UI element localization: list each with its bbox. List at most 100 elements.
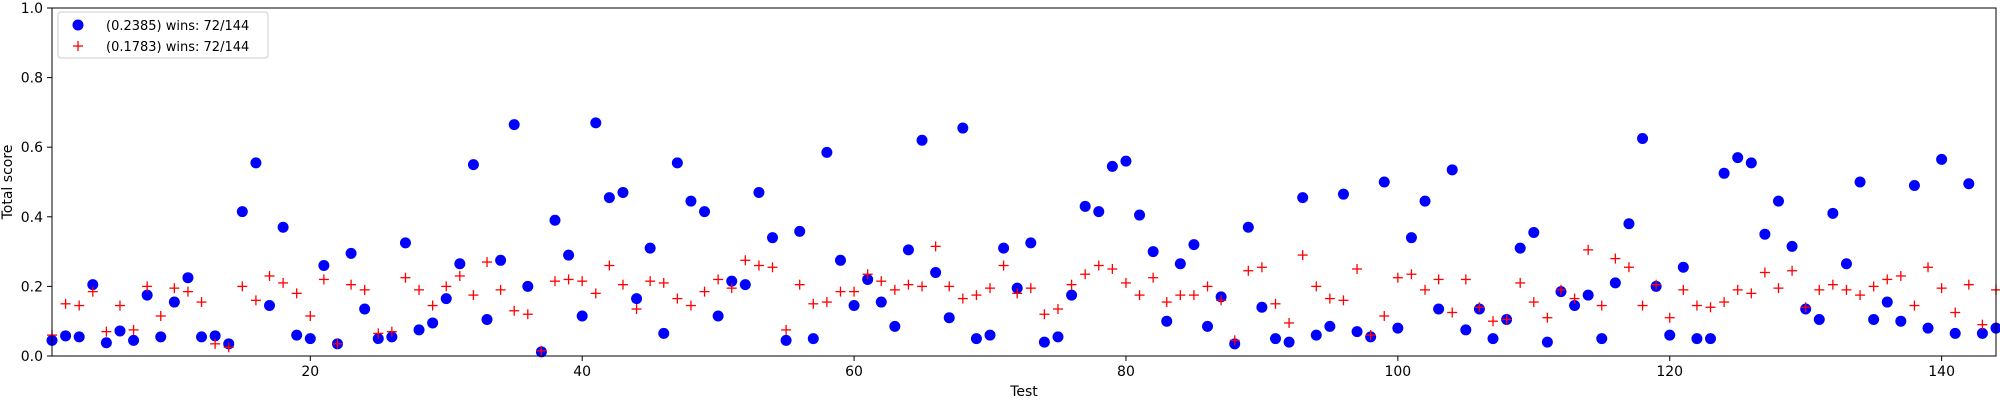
data-point	[1093, 206, 1105, 218]
data-point	[114, 300, 125, 311]
data-point	[780, 334, 792, 346]
data-point	[889, 284, 900, 295]
data-point	[495, 254, 507, 266]
data-point	[1420, 284, 1431, 295]
data-point	[1746, 288, 1757, 299]
data-point	[1909, 300, 1920, 311]
plot-background	[52, 8, 1996, 356]
data-point	[372, 333, 384, 345]
data-point	[971, 290, 982, 301]
data-point	[658, 327, 670, 339]
data-point	[1324, 293, 1335, 304]
data-point	[1202, 320, 1214, 332]
data-point	[196, 297, 207, 308]
data-point	[454, 258, 466, 270]
data-point	[1936, 153, 1948, 165]
data-point	[1923, 262, 1934, 273]
data-point	[1107, 264, 1118, 274]
data-point	[1990, 322, 2000, 334]
data-point	[1012, 288, 1023, 299]
data-point	[305, 310, 316, 321]
legend-marker-series-2	[73, 41, 83, 51]
data-point	[1868, 281, 1879, 292]
data-point	[739, 279, 751, 291]
data-point	[1759, 267, 1770, 278]
data-point	[590, 288, 601, 299]
data-point	[1460, 274, 1471, 285]
y-tick-label: 0.4	[21, 210, 43, 226]
data-point	[576, 310, 588, 322]
data-point	[114, 325, 126, 337]
data-point	[508, 119, 520, 131]
data-point	[1514, 242, 1526, 254]
y-tick-label: 0.8	[21, 71, 43, 87]
data-point	[237, 281, 248, 292]
data-point	[1841, 284, 1852, 295]
data-point	[603, 192, 615, 204]
data-point	[875, 296, 887, 308]
data-point	[902, 244, 914, 256]
series-2	[47, 241, 2000, 356]
data-point	[930, 241, 941, 252]
y-tick-label: 0.2	[21, 279, 43, 295]
data-point	[740, 255, 751, 266]
data-point	[1487, 333, 1499, 345]
data-point	[468, 290, 479, 301]
data-point	[1882, 274, 1893, 285]
data-point	[100, 337, 112, 349]
data-point	[74, 300, 85, 311]
data-point	[835, 286, 846, 297]
data-point	[1582, 289, 1594, 301]
data-point	[1052, 304, 1063, 315]
data-point	[1569, 293, 1580, 304]
data-point	[1678, 284, 1689, 295]
x-axis-label: Test	[1009, 384, 1038, 400]
data-point	[849, 286, 860, 297]
legend-label-series-1: (0.2385) wins: 72/144	[106, 19, 249, 34]
data-point	[1256, 301, 1268, 313]
data-point	[1338, 295, 1349, 306]
data-point	[522, 309, 533, 320]
data-point	[318, 274, 329, 285]
data-point	[1827, 279, 1838, 290]
data-point	[1705, 302, 1716, 313]
data-point	[1569, 300, 1581, 312]
data-point	[1351, 326, 1363, 338]
data-point	[1814, 284, 1825, 295]
data-point	[821, 297, 832, 308]
data-point	[1950, 307, 1961, 318]
data-point	[1242, 221, 1254, 233]
data-point	[1596, 333, 1608, 345]
data-point	[1106, 160, 1118, 172]
data-point	[1718, 167, 1730, 179]
data-point	[712, 310, 724, 322]
data-point	[1175, 290, 1186, 301]
data-point	[1745, 157, 1757, 169]
data-point	[930, 266, 942, 278]
data-point	[1310, 329, 1322, 341]
data-point	[1283, 336, 1295, 348]
x-tick-label: 100	[1384, 364, 1411, 380]
data-point	[617, 279, 628, 290]
data-point	[142, 281, 153, 292]
data-point	[1691, 300, 1702, 311]
data-point	[807, 333, 819, 345]
data-point	[454, 270, 465, 281]
data-point	[998, 260, 1009, 271]
data-point	[481, 313, 493, 325]
data-point	[1297, 192, 1309, 204]
data-point	[399, 237, 411, 249]
data-point	[1677, 261, 1689, 273]
data-point	[1786, 240, 1798, 252]
data-point	[998, 242, 1010, 254]
data-point	[1174, 258, 1186, 270]
plot-frame	[51, 7, 1997, 357]
data-point	[862, 273, 874, 285]
data-point	[441, 281, 452, 292]
data-point	[1460, 324, 1472, 336]
data-point	[1732, 284, 1743, 295]
data-point	[917, 281, 928, 292]
data-point	[726, 275, 738, 287]
data-point	[223, 342, 234, 353]
data-point	[1976, 327, 1988, 339]
